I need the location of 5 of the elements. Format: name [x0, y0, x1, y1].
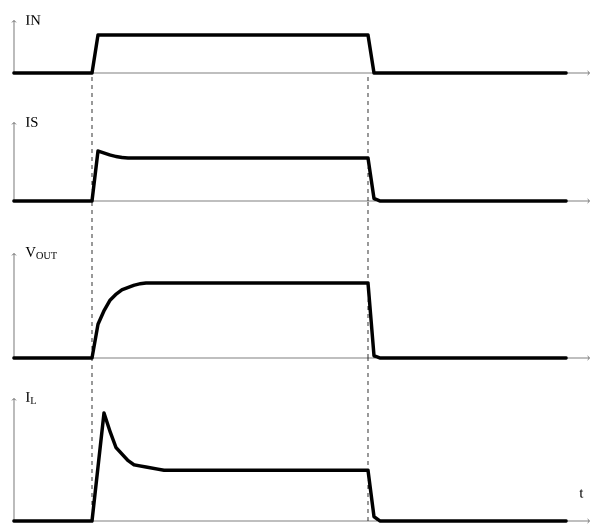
y-axis-title: V$_{OUT}$ — [26, 247, 57, 259]
x-axis-title: t — [579, 489, 584, 498]
y-axis-title: IS — [26, 117, 38, 127]
y-axis-title: I$_{L}$ — [26, 392, 36, 404]
y-axis-title: IN — [26, 15, 41, 25]
